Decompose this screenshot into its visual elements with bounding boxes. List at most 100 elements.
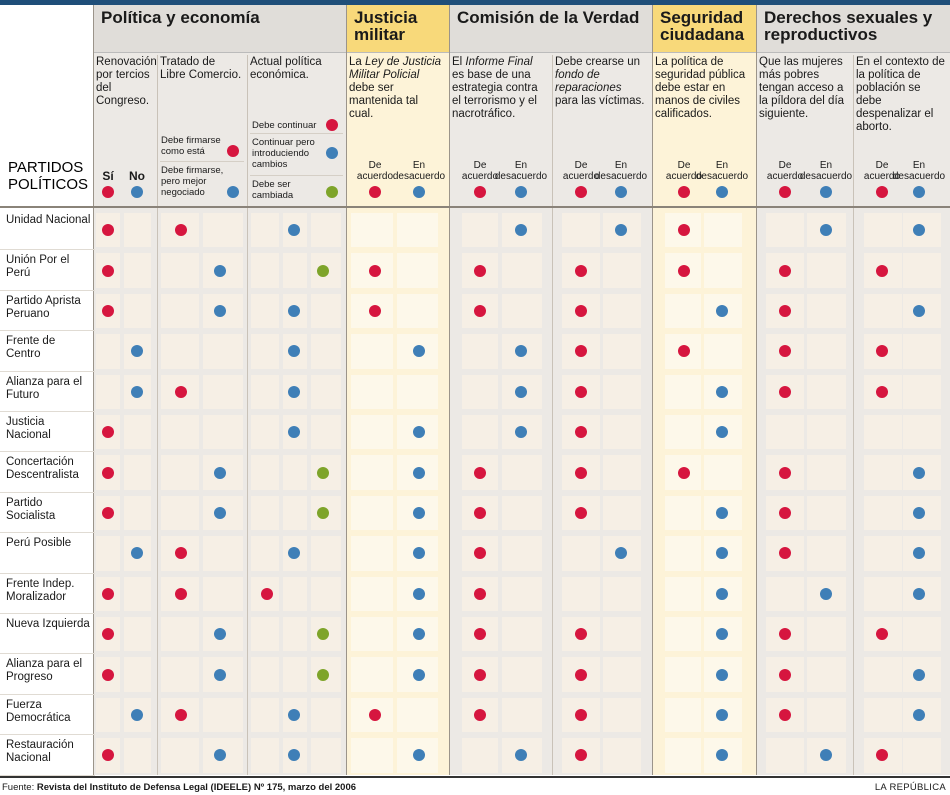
answer-dot-blue <box>716 709 728 721</box>
party-column-bg <box>0 5 93 775</box>
answer-cell <box>124 617 151 652</box>
answer-cell <box>665 415 701 450</box>
answer-cell <box>665 374 701 409</box>
legend-dot-desacuerdo <box>716 186 728 198</box>
answer-cell <box>864 455 902 490</box>
answer-dot-blue <box>413 507 425 519</box>
answer-dot-blue <box>288 749 300 762</box>
answer-cell <box>161 253 199 288</box>
answer-cell <box>603 253 641 288</box>
answer-dot-blue <box>413 668 425 681</box>
legend-dot-desacuerdo <box>913 186 925 198</box>
answer-cell <box>311 213 341 248</box>
answer-dot-blue <box>716 587 728 600</box>
label-no: No <box>129 169 145 183</box>
answer-cell <box>351 374 393 409</box>
answer-cell <box>807 253 846 288</box>
column-divider <box>853 55 854 775</box>
answer-cell <box>665 293 701 329</box>
label-de-acuerdo: De acuerdo <box>766 160 804 182</box>
answer-cell <box>161 657 199 692</box>
row-divider <box>0 249 95 251</box>
answer-dot-red <box>102 749 114 762</box>
question-q2: Tratado de Libre Comercio. <box>160 56 242 81</box>
answer-cell <box>502 495 542 531</box>
answer-cell <box>124 738 151 773</box>
answer-cell <box>864 213 902 248</box>
question-q5: El Informe Final es base de una estrateg… <box>452 56 538 120</box>
party-name: Fuerza Democrática <box>6 698 71 724</box>
label-econ-continuar: Debe continuar <box>252 120 317 131</box>
answer-cell <box>124 495 151 531</box>
answer-cell <box>311 738 341 773</box>
section-divider <box>93 5 94 775</box>
label-de-acuerdo: De acuerdo <box>863 160 901 182</box>
legend-dot-acuerdo <box>876 186 888 198</box>
answer-dot-red <box>876 749 888 762</box>
answer-dot-red <box>575 507 587 519</box>
answer-dot-red <box>678 224 690 237</box>
answer-cell <box>203 213 243 248</box>
answer-dot-red <box>575 628 587 641</box>
answer-cell <box>161 415 199 450</box>
answer-dot-blue <box>413 628 425 641</box>
answer-cell <box>807 293 846 329</box>
answer-cell <box>124 455 151 490</box>
answer-cell <box>864 657 902 692</box>
answer-cell <box>351 536 393 571</box>
answer-dot-blue <box>515 385 527 398</box>
answer-cell <box>603 576 641 611</box>
party-name: Unidad Nacional <box>6 214 91 226</box>
label-econ-cambiada: Debe ser cambiada <box>252 179 294 201</box>
answer-cell <box>311 415 341 450</box>
answer-cell <box>903 415 941 450</box>
answer-dot-red <box>876 345 888 358</box>
answer-cell <box>203 536 243 571</box>
answer-cell <box>311 374 341 409</box>
column-divider <box>157 55 158 775</box>
question-q7: La política de seguridad pública debe es… <box>655 56 746 120</box>
row-divider <box>0 774 95 776</box>
answer-cell <box>462 374 498 409</box>
answer-cell <box>807 455 846 490</box>
legend-dot-desacuerdo <box>820 186 832 198</box>
answer-cell <box>96 334 120 369</box>
answer-dot-blue <box>131 709 143 721</box>
answer-dot-red <box>261 587 273 600</box>
answer-cell <box>96 374 120 409</box>
answer-cell <box>251 374 279 409</box>
answer-cell <box>283 576 307 611</box>
answer-cell <box>502 536 542 571</box>
answer-cell <box>766 213 804 248</box>
answer-dot-blue <box>288 426 300 439</box>
answer-cell <box>462 738 498 773</box>
answer-dot-red <box>102 224 114 237</box>
row-divider <box>0 289 95 291</box>
answer-cell <box>124 213 151 248</box>
answer-cell <box>903 738 941 773</box>
answer-dot-blue <box>214 628 226 641</box>
answer-dot-red <box>779 507 791 519</box>
legend-dot-econ-cambios <box>326 147 338 159</box>
row-divider <box>0 532 95 534</box>
answer-cell <box>351 738 393 773</box>
answer-dot-red <box>102 668 114 681</box>
answer-dot-blue <box>913 668 925 681</box>
label-de-acuerdo: De acuerdo <box>356 160 394 182</box>
answer-cell <box>251 455 279 490</box>
answer-cell <box>462 334 498 369</box>
left-title: PARTIDOS POLÍTICOS <box>8 159 89 193</box>
section-divider <box>652 5 653 775</box>
answer-dot-green <box>317 507 329 519</box>
answer-dot-red <box>575 305 587 317</box>
answer-cell <box>311 293 341 329</box>
answer-cell <box>351 617 393 652</box>
answer-dot-blue <box>913 709 925 721</box>
option-divider <box>250 133 343 134</box>
answer-cell <box>161 334 199 369</box>
answer-dot-red <box>102 264 114 277</box>
source-note: Fuente: Revista del Instituto de Defensa… <box>2 782 356 793</box>
legend-dot-acuerdo <box>779 186 791 198</box>
answer-dot-blue <box>214 668 226 681</box>
answer-cell <box>704 213 742 248</box>
